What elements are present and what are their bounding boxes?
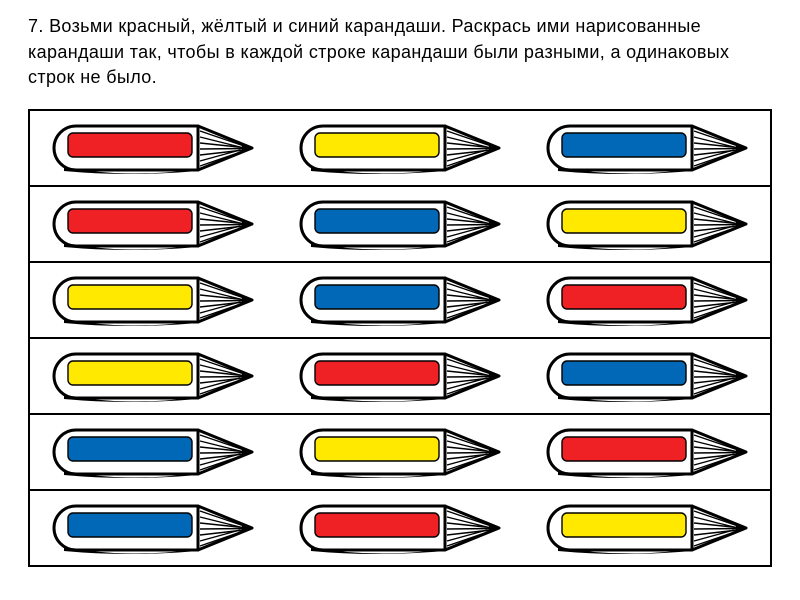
pencil-cell [277,339,524,413]
pencil-row [30,491,770,567]
pencil-red [48,195,258,253]
pencil-cell [30,111,277,185]
pencil-blue [48,423,258,481]
pencil-cell [30,491,277,565]
pencil-row [30,415,770,491]
pencil-cell [523,187,770,261]
pencil-cell [30,415,277,489]
pencil-row [30,339,770,415]
pencil-cell [30,263,277,337]
pencil-cell [277,111,524,185]
pencil-blue [542,347,752,405]
pencil-yellow [542,499,752,557]
pencil-blue [295,271,505,329]
pencil-cell [523,415,770,489]
pencil-red [295,499,505,557]
pencil-blue [295,195,505,253]
pencil-grid [28,109,772,567]
pencil-row [30,187,770,263]
pencil-cell [277,263,524,337]
pencil-cell [30,187,277,261]
pencil-blue [542,119,752,177]
pencil-red [542,423,752,481]
pencil-red [48,119,258,177]
pencil-cell [277,415,524,489]
pencil-cell [523,111,770,185]
pencil-cell [523,491,770,565]
pencil-red [295,347,505,405]
pencil-cell [277,491,524,565]
task-instruction: 7. Возьми красный, жёлтый и синий каранд… [28,14,772,91]
pencil-row [30,111,770,187]
pencil-cell [277,187,524,261]
pencil-cell [523,263,770,337]
pencil-cell [30,339,277,413]
pencil-blue [48,499,258,557]
pencil-red [542,271,752,329]
pencil-yellow [48,347,258,405]
pencil-yellow [542,195,752,253]
pencil-row [30,263,770,339]
pencil-cell [523,339,770,413]
pencil-yellow [295,119,505,177]
pencil-yellow [48,271,258,329]
pencil-yellow [295,423,505,481]
